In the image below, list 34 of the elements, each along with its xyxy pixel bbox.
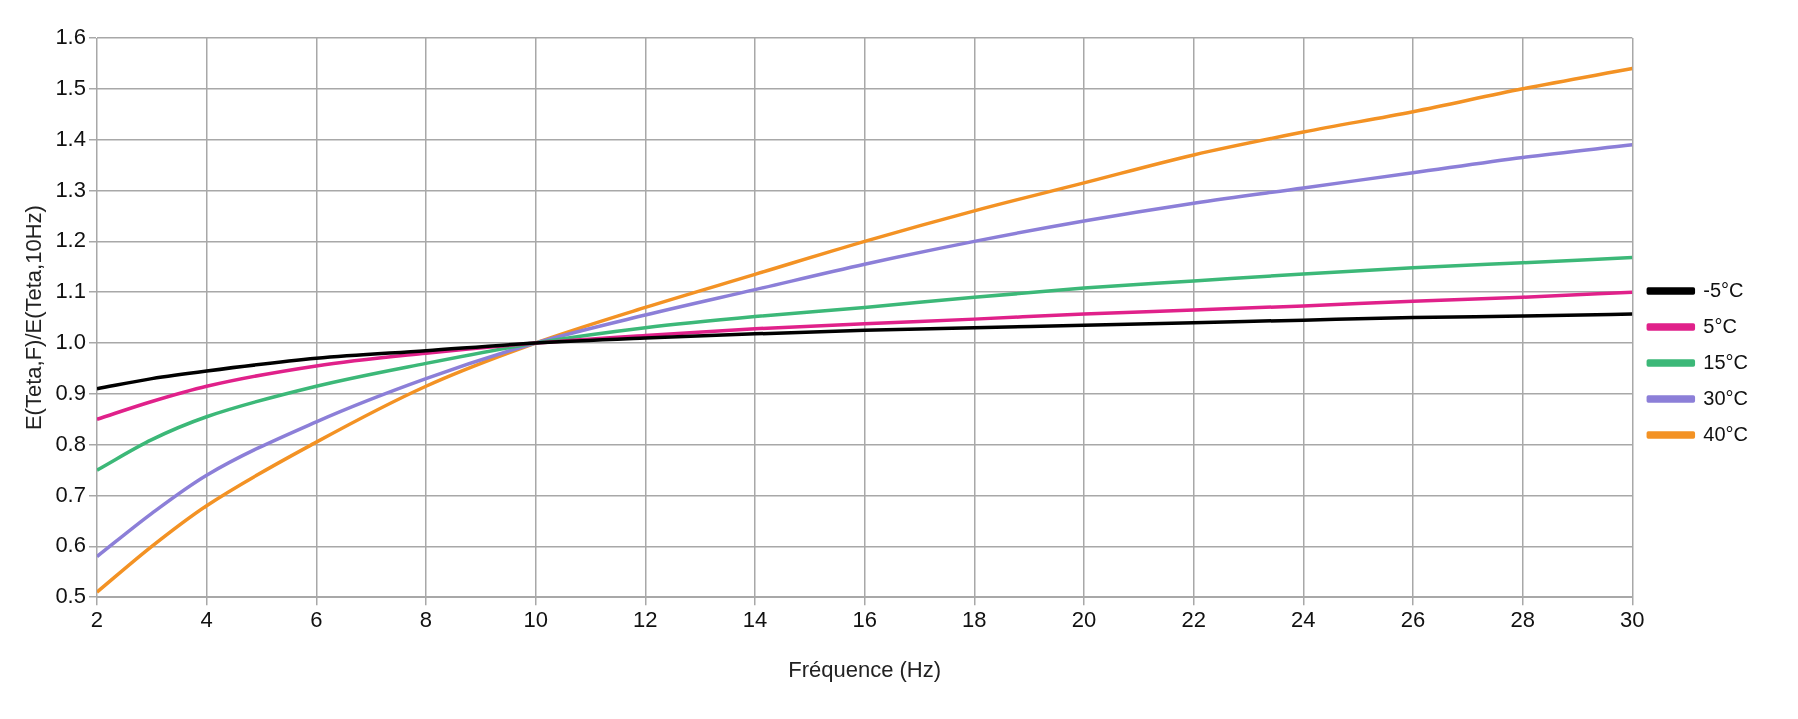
x-tick-label: 16	[852, 607, 877, 633]
y-axis-title: E(Teta,F)/E(Teta,10Hz)	[21, 205, 47, 431]
x-tick-label: 14	[742, 607, 768, 633]
y-tick-label: 1.1	[55, 278, 86, 304]
x-tick-label: 6	[310, 607, 323, 633]
x-axis-title: Fréquence (Hz)	[788, 656, 942, 682]
x-tick-label: 30	[1620, 607, 1645, 633]
x-tick-label: 26	[1400, 607, 1426, 633]
y-tick-label: 1.6	[55, 24, 86, 50]
y-tick-label: 0.7	[55, 481, 86, 507]
x-tick-label: 22	[1181, 607, 1206, 633]
x-tick-label: 10	[523, 607, 548, 633]
x-tick-label: 28	[1510, 607, 1535, 633]
y-tick-label: 0.6	[55, 532, 86, 558]
x-tick-label: 4	[200, 607, 213, 633]
y-tick-label: 0.9	[55, 379, 86, 405]
y-tick-label: 1.0	[55, 329, 86, 355]
y-tick-label: 0.5	[55, 583, 86, 609]
legend-label: 30°C	[1703, 386, 1748, 409]
x-tick-label: 12	[633, 607, 658, 633]
legend-label: -5°C	[1703, 278, 1744, 301]
y-tick-label: 1.3	[55, 176, 86, 202]
legend-label: 15°C	[1703, 350, 1748, 373]
x-tick-label: 8	[419, 607, 433, 633]
y-tick-label: 1.2	[55, 227, 86, 253]
legend-label: 5°C	[1703, 314, 1737, 337]
legend-label: 40°C	[1703, 422, 1748, 445]
x-tick-label: 2	[90, 607, 104, 633]
y-tick-label: 0.8	[55, 430, 86, 456]
x-tick-label: 24	[1291, 607, 1316, 633]
y-tick-label: 1.5	[55, 74, 86, 100]
x-tick-label: 18	[962, 607, 987, 633]
x-tick-label: 20	[1071, 607, 1097, 633]
y-tick-label: 1.4	[55, 125, 86, 151]
